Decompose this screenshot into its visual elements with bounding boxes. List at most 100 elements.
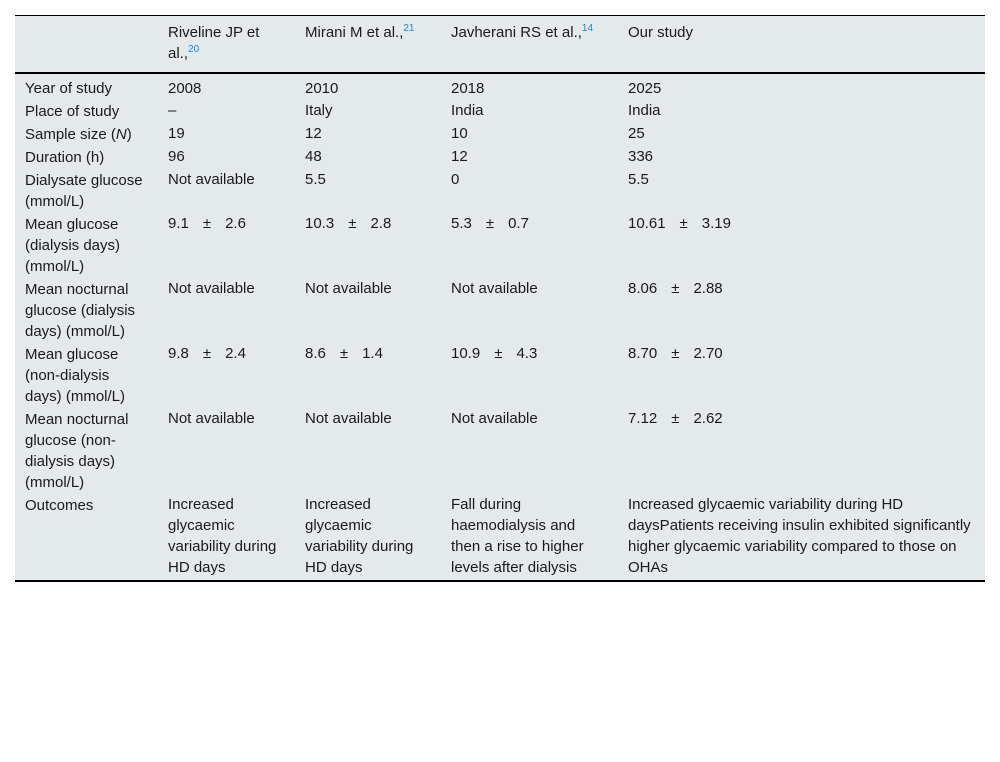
- comparison-table: Riveline JP et al.,20 Mirani M et al.,21…: [15, 15, 985, 582]
- mean-value: 8.70: [628, 345, 658, 362]
- header-label: Riveline JP et al.,: [168, 24, 260, 62]
- sd-value: 2.62: [693, 410, 723, 427]
- table-cell: Fall during haemodialysis and then a ris…: [451, 496, 584, 576]
- table-cell: 10.61 ±3.19: [618, 213, 985, 278]
- sd-value: 0.7: [508, 215, 529, 232]
- table-cell: 0: [451, 171, 460, 188]
- header-mirani: Mirani M et al.,21: [295, 16, 441, 74]
- table-body: Year of study 2008 2010 2018 2025 Place of st…: [15, 73, 985, 581]
- table-cell: 7.12 ±2.62: [618, 408, 985, 494]
- table-row: Year of study 2008 2010 2018 2025: [15, 73, 985, 100]
- table-cell: Not available: [168, 171, 255, 188]
- table-cell: 8.06 ±2.88: [618, 278, 985, 343]
- header-label: Mirani M et al.,: [305, 24, 404, 41]
- sd-value: 2.88: [693, 280, 723, 297]
- table-cell: Increased glycaemic variability during H…: [168, 496, 277, 576]
- sd-value: 1.4: [362, 345, 383, 362]
- reference-link-20[interactable]: 20: [188, 44, 200, 55]
- table-cell: 2025: [628, 80, 662, 97]
- table-cell: 336: [628, 148, 654, 165]
- table-cell: 2018: [451, 80, 485, 97]
- table-cell: –: [168, 102, 177, 119]
- reference-link-14[interactable]: 14: [581, 23, 594, 34]
- table-cell: 12: [305, 125, 322, 142]
- table-row: Mean nocturnal glucose (non-dialysis day…: [15, 408, 985, 494]
- row-label: Sample size (N): [15, 123, 158, 146]
- header-our-study: Our study: [618, 16, 985, 74]
- row-label-italic: N: [115, 126, 127, 143]
- table-cell: 48: [305, 148, 322, 165]
- table-cell: Increased glycaemic variability during H…: [305, 496, 414, 576]
- table-cell: 12: [451, 148, 468, 165]
- table-cell: 2008: [168, 80, 202, 97]
- plus-minus-sign: ±: [671, 410, 680, 427]
- row-label: Mean glucose (dialysis days) (mmol/L): [25, 216, 121, 275]
- table-cell: Not available: [305, 410, 392, 427]
- row-label: Dialysate glucose (mmol/L): [25, 172, 143, 210]
- table-cell: 10: [451, 125, 468, 142]
- table-cell: Not available: [451, 410, 538, 427]
- header-empty-cell: [15, 16, 158, 74]
- plus-minus-sign: ±: [671, 280, 680, 297]
- sd-value: 3.19: [701, 215, 731, 232]
- plus-minus-sign: ±: [485, 215, 495, 232]
- table-cell: 10.9 ±4.3: [441, 343, 618, 408]
- table-row: Outcomes Increased glycaemic variability …: [15, 494, 985, 581]
- plus-minus-sign: ±: [348, 215, 357, 232]
- mean-value: 10.61: [628, 215, 666, 232]
- table-row: Dialysate glucose (mmol/L) Not available 5…: [15, 169, 985, 213]
- table-cell: 5.5: [305, 171, 326, 188]
- table-cell: 8.70 ±2.70: [618, 343, 985, 408]
- table-cell: 10.3 ±2.8: [295, 213, 441, 278]
- row-label-part: Sample size (: [25, 126, 116, 143]
- row-label: Mean nocturnal glucose (dialysis days) (…: [25, 281, 136, 340]
- table-cell: Increased glycaemic variability during H…: [628, 496, 971, 576]
- header-label: Javherani RS et al.,: [451, 24, 582, 41]
- table-cell: 5.3 ±0.7: [441, 213, 618, 278]
- mean-value: 8.06: [628, 280, 658, 297]
- mean-value: 9.1: [168, 215, 189, 232]
- sd-value: 2.6: [225, 215, 246, 232]
- row-label: Place of study: [25, 103, 120, 120]
- table-cell: 9.1 ±2.6: [158, 213, 295, 278]
- row-label: Duration (h): [25, 149, 105, 166]
- table-row: Duration (h) 96 48 12 336: [15, 146, 985, 169]
- mean-value: 5.3: [451, 215, 472, 232]
- sd-value: 2.4: [225, 345, 246, 362]
- table-row: Mean nocturnal glucose (dialysis days) (…: [15, 278, 985, 343]
- mean-value: 9.8: [168, 345, 189, 362]
- table-header-row: Riveline JP et al.,20 Mirani M et al.,21…: [15, 15, 985, 74]
- plus-minus-sign: ±: [202, 215, 212, 232]
- row-label: Mean nocturnal glucose (non-dialysis day…: [25, 411, 129, 491]
- table-cell: Not available: [168, 410, 255, 427]
- plus-minus-sign: ±: [202, 345, 212, 362]
- table-cell: 8.6 ±1.4: [295, 343, 441, 408]
- row-label: Mean glucose (non-dialysis days) (mmol/L…: [25, 346, 126, 405]
- table-cell: India: [628, 102, 661, 119]
- reference-link-21[interactable]: 21: [403, 23, 415, 34]
- table-cell: Not available: [305, 280, 392, 297]
- table-cell: Not available: [168, 280, 255, 297]
- sd-value: 2.70: [693, 345, 723, 362]
- header-label: Our study: [628, 24, 694, 41]
- table-cell: 96: [168, 148, 185, 165]
- table-row: Sample size (N) 19 12 10 25: [15, 123, 985, 146]
- row-label-part: ): [126, 126, 132, 143]
- table-cell: Not available: [451, 280, 538, 297]
- header-riveline: Riveline JP et al.,20: [158, 16, 295, 74]
- plus-minus-sign: ±: [339, 345, 349, 362]
- table-cell: 2010: [305, 80, 339, 97]
- mean-value: 10.9: [451, 345, 481, 362]
- table-cell: India: [451, 102, 484, 119]
- plus-minus-sign: ±: [671, 345, 680, 362]
- table-cell: 19: [168, 125, 185, 142]
- plus-minus-sign: ±: [679, 215, 688, 232]
- plus-minus-sign: ±: [494, 345, 503, 362]
- table-cell: 5.5: [628, 171, 649, 188]
- table-row: Place of study – Italy India India: [15, 100, 985, 123]
- header-javherani: Javherani RS et al.,14: [441, 16, 618, 74]
- mean-value: 7.12: [628, 410, 658, 427]
- table-cell: Italy: [305, 102, 333, 119]
- table-row: Mean glucose (non-dialysis days) (mmol/L…: [15, 343, 985, 408]
- sd-value: 2.8: [370, 215, 392, 232]
